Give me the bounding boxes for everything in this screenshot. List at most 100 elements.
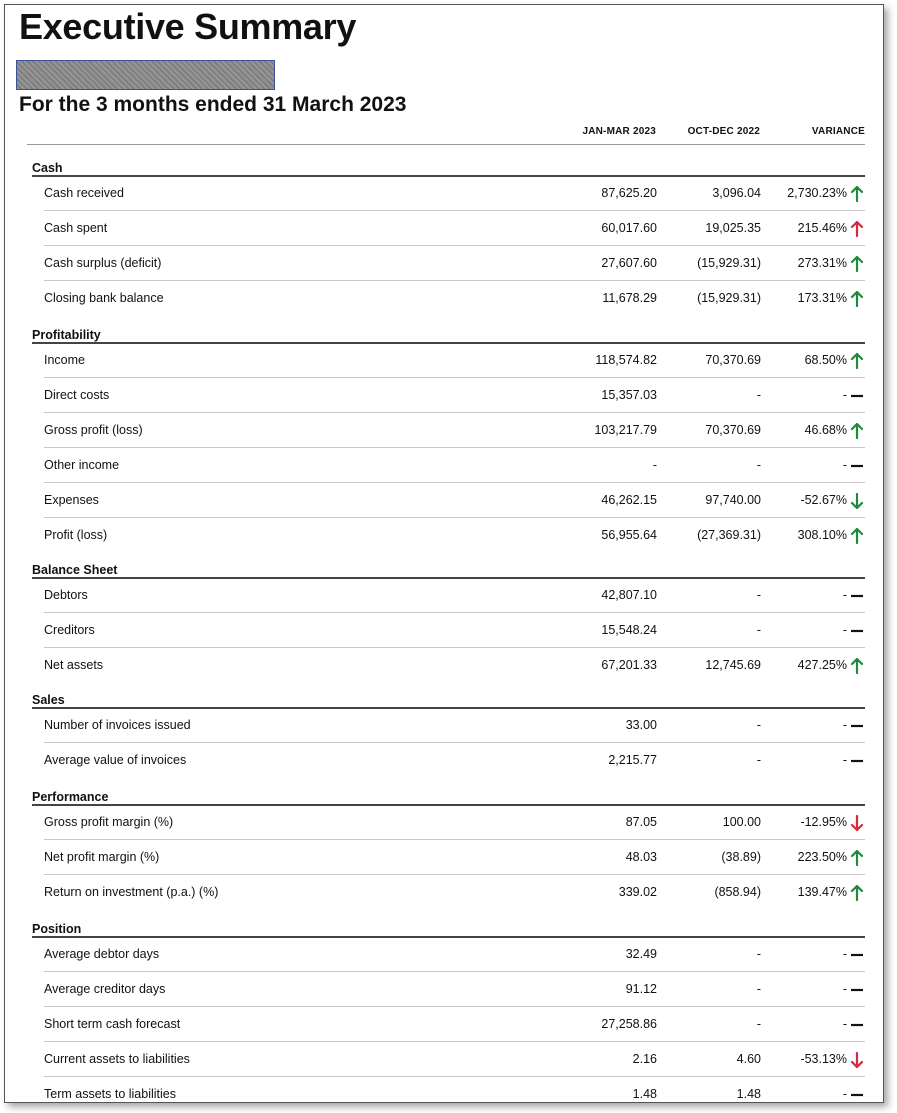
value-current: 27,258.86: [601, 1017, 657, 1031]
arrow-down-icon: [849, 1042, 865, 1077]
arrow-down-icon: [849, 805, 865, 840]
arrow-up-icon: [849, 211, 865, 246]
value-variance: 308.10%: [797, 528, 847, 542]
value-variance: 173.31%: [797, 291, 847, 305]
arrow-up-icon: [849, 648, 865, 683]
value-variance: -: [842, 1087, 847, 1101]
value-previous: -: [756, 388, 761, 402]
column-header-current: JAN-MAR 2023: [582, 126, 656, 137]
value-variance: 427.25%: [797, 658, 847, 672]
dash-icon: [849, 613, 865, 648]
value-current: 87,625.20: [601, 186, 657, 200]
arrow-up-icon: [849, 246, 865, 281]
value-current: 118,574.82: [595, 353, 657, 367]
value-variance: 2,730.23%: [787, 186, 847, 200]
report-page: Executive Summary For the 3 months ended…: [4, 4, 884, 1103]
value-current: 60,017.60: [601, 221, 657, 235]
row-label: Net profit margin (%): [44, 850, 160, 864]
redacted-company-name: [16, 60, 275, 90]
row-label: Net assets: [44, 658, 104, 672]
value-previous: 12,745.69: [705, 658, 761, 672]
value-variance: 68.50%: [804, 353, 847, 367]
page-title: Executive Summary: [19, 6, 357, 47]
arrow-up-icon: [849, 343, 865, 378]
table-row: Income 118,574.82 70,370.69 68.50%: [44, 343, 865, 378]
value-current: 11,678.29: [602, 291, 657, 305]
value-current: 33.00: [625, 718, 657, 732]
value-variance: -: [842, 588, 847, 602]
value-previous: (15,929.31): [697, 256, 761, 270]
value-variance: -: [842, 458, 847, 472]
table-row: Closing bank balance 11,678.29 (15,929.31)…: [44, 281, 865, 316]
column-header-previous: OCT-DEC 2022: [687, 126, 760, 137]
value-variance: -: [842, 718, 847, 732]
value-current: 32.49: [625, 947, 657, 961]
value-variance: 273.31%: [797, 256, 847, 270]
value-variance: 223.50%: [797, 850, 847, 864]
dash-icon: [849, 1077, 865, 1102]
row-label: Profit (loss): [44, 528, 108, 542]
value-previous: 70,370.69: [705, 423, 761, 437]
section-heading: Cash: [32, 160, 865, 177]
value-variance: 46.68%: [804, 423, 847, 437]
dash-icon: [849, 448, 865, 483]
value-current: 91.12: [625, 982, 657, 996]
row-label: Average creditor days: [44, 982, 166, 996]
value-previous: 100.00: [722, 815, 761, 829]
value-current: 48.03: [625, 850, 657, 864]
table-row: Profit (loss) 56,955.64 (27,369.31) 308.10%: [44, 518, 865, 553]
value-variance: -12.95%: [800, 815, 847, 829]
value-previous: 4.60: [736, 1052, 761, 1066]
value-current: 1.48: [632, 1087, 657, 1101]
row-label: Cash received: [44, 186, 124, 200]
value-variance: -: [842, 947, 847, 961]
row-label: Number of invoices issued: [44, 718, 191, 732]
value-previous: (38.89): [721, 850, 761, 864]
arrow-up-icon: [849, 281, 865, 316]
row-label: Direct costs: [44, 388, 110, 402]
table-row: Expenses 46,262.15 97,740.00 -52.67%: [44, 483, 865, 518]
table-row: Number of invoices issued 33.00 - -: [44, 708, 865, 743]
table-row: Cash spent 60,017.60 19,025.35 215.46%: [44, 211, 865, 246]
section-heading: Position: [32, 921, 865, 938]
value-variance: -: [842, 1017, 847, 1031]
value-current: 15,357.03: [601, 388, 657, 402]
dash-icon: [849, 743, 865, 778]
report-period: For the 3 months ended 31 March 2023: [19, 93, 407, 116]
table-row: Term assets to liabilities 1.48 1.48 -: [44, 1077, 865, 1102]
table-row: Creditors 15,548.24 - -: [44, 613, 865, 648]
section-heading: Performance: [32, 789, 865, 806]
value-previous: -: [756, 947, 761, 961]
table-row: Average creditor days 91.12 - -: [44, 972, 865, 1007]
value-current: 67,201.33: [601, 658, 657, 672]
row-label: Gross profit (loss): [44, 423, 143, 437]
value-variance: -: [842, 623, 847, 637]
arrow-up-icon: [849, 840, 865, 875]
value-variance: -: [842, 982, 847, 996]
value-previous: -: [756, 718, 761, 732]
table-row: Cash surplus (deficit) 27,607.60 (15,929.3…: [44, 246, 865, 281]
table-row: Cash received 87,625.20 3,096.04 2,730.23%: [44, 176, 865, 211]
value-variance: 139.47%: [797, 885, 847, 899]
value-previous: -: [756, 753, 761, 767]
table-row: Net assets 67,201.33 12,745.69 427.25%: [44, 648, 865, 683]
value-previous: 1.48: [736, 1087, 761, 1101]
value-variance: -53.13%: [800, 1052, 847, 1066]
row-label: Creditors: [44, 623, 95, 637]
dash-icon: [849, 378, 865, 413]
table-row: Average value of invoices 2,215.77 - -: [44, 743, 865, 778]
dash-icon: [849, 708, 865, 743]
value-previous: -: [756, 982, 761, 996]
section-heading: Balance Sheet: [32, 562, 865, 579]
table-row: Short term cash forecast 27,258.86 - -: [44, 1007, 865, 1042]
value-variance: -: [842, 753, 847, 767]
value-previous: (858.94): [714, 885, 761, 899]
value-current: 46,262.15: [601, 493, 657, 507]
row-label: Closing bank balance: [44, 291, 164, 305]
dash-icon: [849, 972, 865, 1007]
table-row: Net profit margin (%) 48.03 (38.89) 223.50%: [44, 840, 865, 875]
row-label: Other income: [44, 458, 120, 472]
row-label: Return on investment (p.a.) (%): [44, 885, 219, 899]
value-previous: 97,740.00: [705, 493, 761, 507]
column-header-variance: VARIANCE: [811, 126, 865, 137]
